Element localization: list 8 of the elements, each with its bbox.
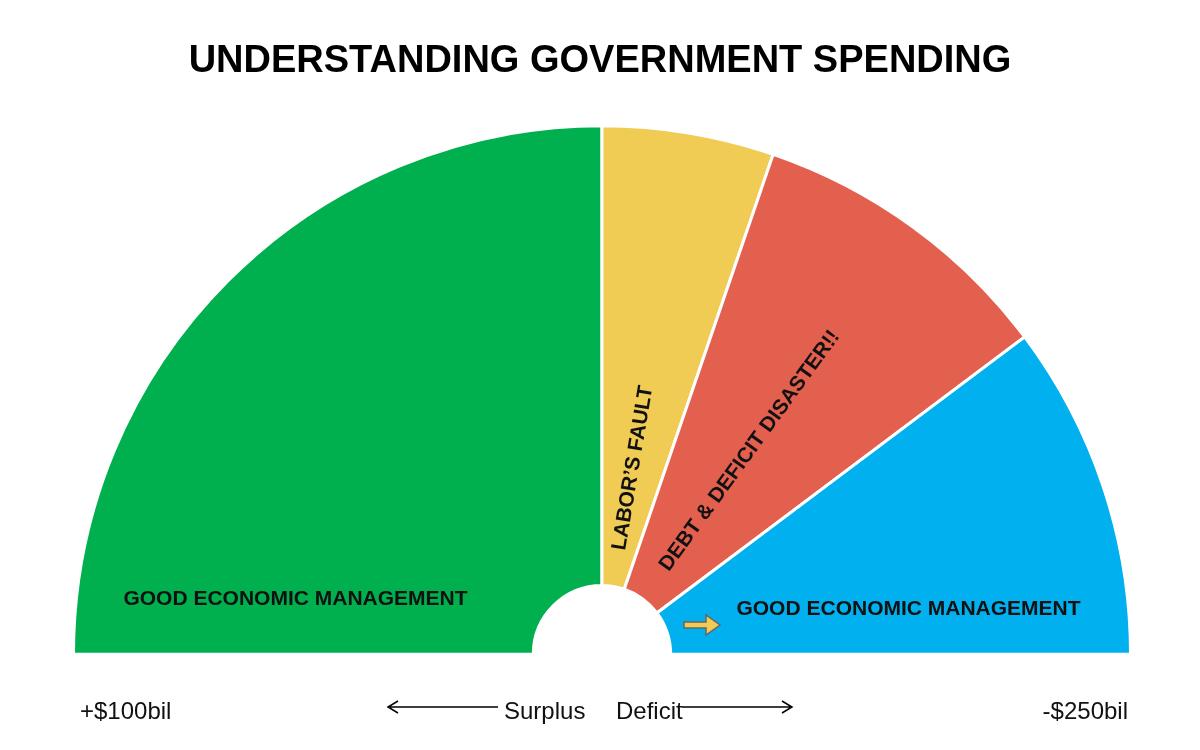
chart-title: UNDERSTANDING GOVERNMENT SPENDING [187, 38, 1013, 81]
slice-label: GOOD ECONOMIC MANAGEMENT [123, 586, 468, 610]
slice-label: LABOR’S FAULT [606, 383, 657, 552]
slice-label: GOOD ECONOMIC MANAGEMENT [736, 596, 1081, 620]
text: Surplus [504, 697, 586, 725]
text: +$100bil [80, 697, 172, 725]
text: -$250bil [1042, 697, 1128, 725]
text: Deficit [616, 697, 683, 725]
